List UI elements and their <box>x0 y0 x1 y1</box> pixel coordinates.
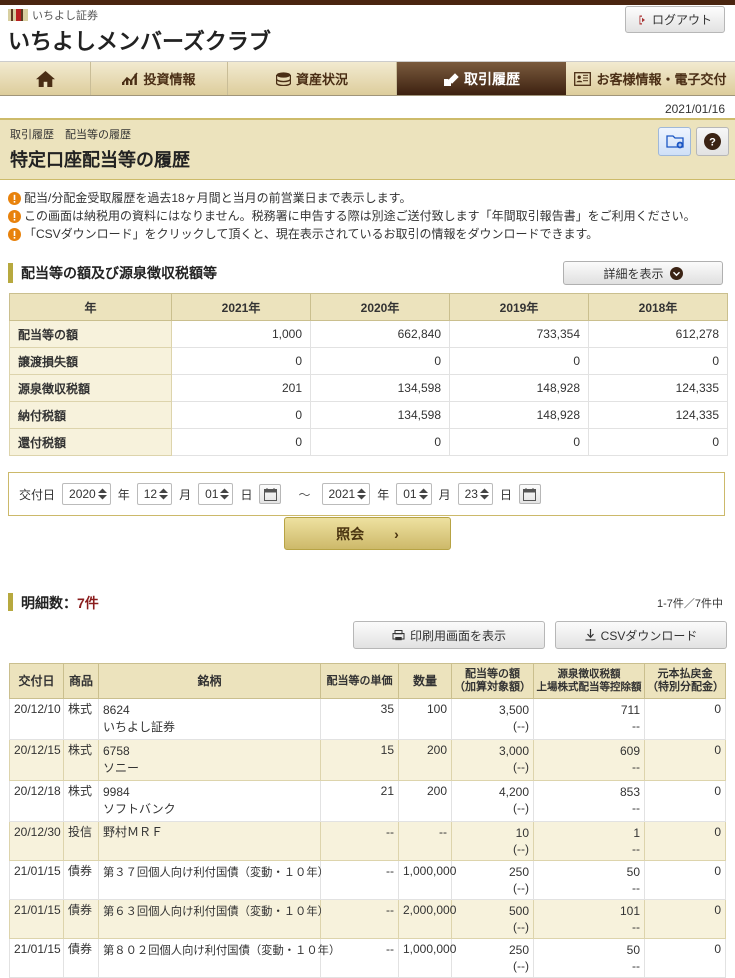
svg-text:?: ? <box>709 137 716 149</box>
